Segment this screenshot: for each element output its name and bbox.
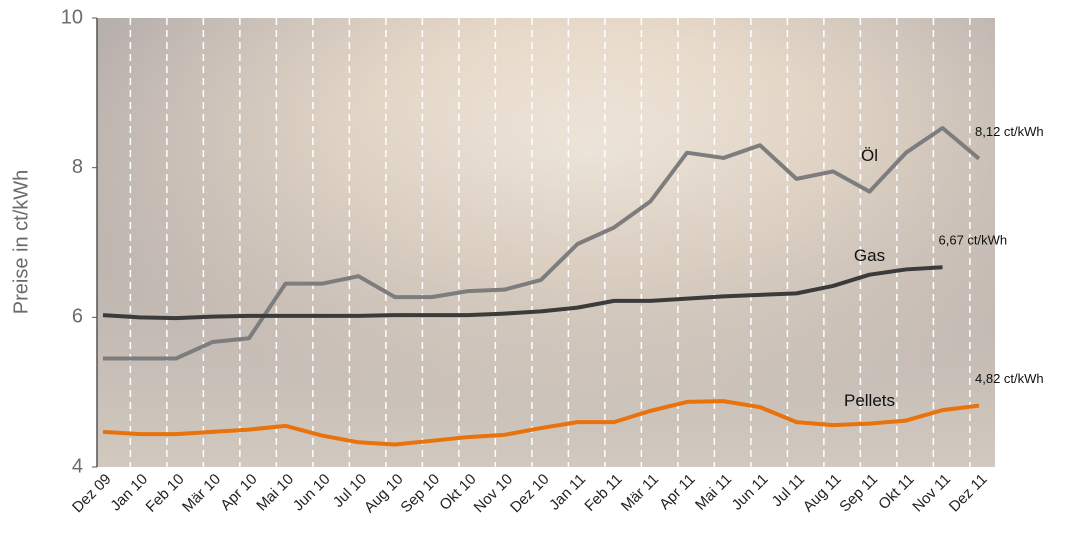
- x-tick-label: Dez 11: [946, 471, 991, 516]
- x-tick-label: Feb 10: [143, 471, 188, 516]
- y-tick-label: 10: [61, 6, 83, 28]
- y-tick-label: 6: [72, 306, 83, 328]
- x-tick-label: Mär 10: [179, 471, 224, 516]
- y-tick-label: 8: [72, 156, 83, 178]
- x-tick-label: Dez 10: [507, 471, 553, 517]
- x-tick-label: Mär 11: [618, 471, 662, 515]
- x-tick-label: Nov 10: [471, 471, 517, 517]
- x-tick-label: Mai 10: [253, 471, 297, 515]
- x-tick-label: Jun 10: [290, 471, 334, 515]
- x-tick-label: Aug 11: [800, 471, 845, 516]
- series-label: Pellets: [844, 391, 895, 410]
- x-tick-label: Aug 10: [361, 471, 407, 517]
- x-tick-label: Jan 10: [107, 471, 151, 515]
- y-axis-title: Preise in ct/kWh: [10, 170, 32, 314]
- x-tick-label: Dez 09: [69, 471, 115, 517]
- x-tick-label: Feb 11: [581, 471, 625, 515]
- annotation: 6,67 ct/kWh: [939, 233, 1008, 248]
- series-line: [103, 126, 981, 361]
- y-tick-label: 4: [72, 455, 83, 477]
- series-line: [102, 399, 980, 447]
- plot-shade: [97, 18, 995, 467]
- x-tick-label: Sep 10: [397, 471, 443, 517]
- series-line: [102, 265, 943, 321]
- x-tick-label: Apr 11: [656, 471, 698, 513]
- x-tick-label: Jun 11: [729, 471, 772, 514]
- x-tick-label: Mai 11: [692, 471, 735, 514]
- x-tick-label: Apr 10: [217, 471, 260, 514]
- annotation: 8,12 ct/kWh: [975, 124, 1044, 139]
- x-tick-label: Jan 11: [546, 471, 589, 514]
- series-label: Öl: [861, 146, 878, 165]
- x-tick-label: Nov 11: [909, 471, 954, 516]
- x-tick-label: Sep 11: [836, 471, 881, 516]
- annotation: 4,82 ct/kWh: [975, 371, 1044, 386]
- series-label: Gas: [854, 246, 885, 265]
